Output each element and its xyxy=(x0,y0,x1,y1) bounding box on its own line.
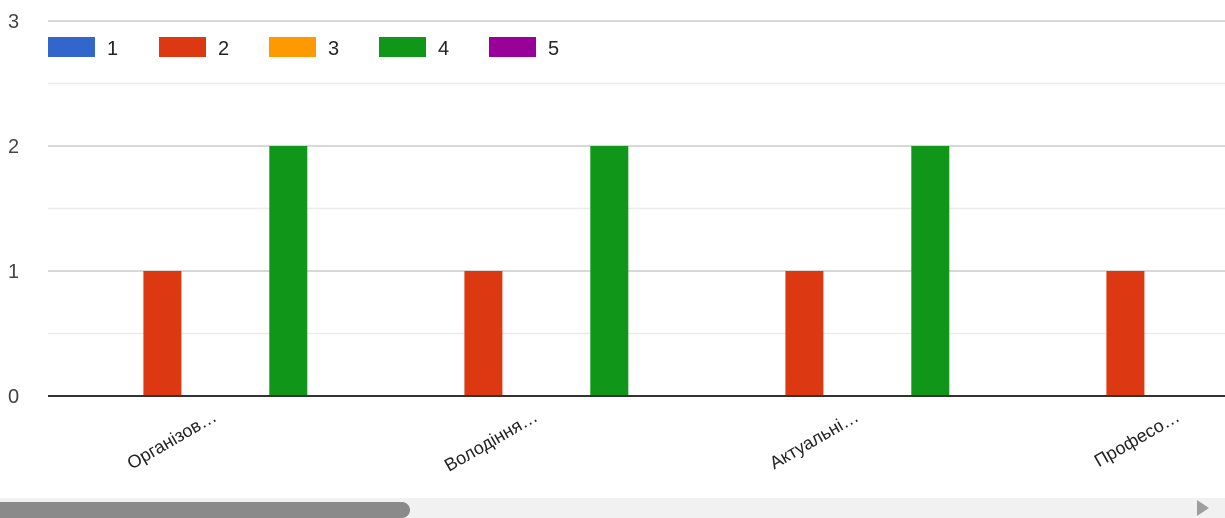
bar-series-2-4[interactable] xyxy=(1106,271,1145,396)
scroll-right-arrow-icon[interactable] xyxy=(1197,500,1209,516)
gridlines xyxy=(48,20,1225,335)
legend-swatch-5 xyxy=(489,37,536,57)
legend-label-4: 4 xyxy=(438,38,449,60)
bar-series-2-1[interactable] xyxy=(143,271,182,396)
bar-series-2-3[interactable] xyxy=(785,271,824,396)
bar-series-4-2[interactable] xyxy=(590,146,629,396)
legend-swatch-4 xyxy=(379,37,426,57)
legend-label-2: 2 xyxy=(218,38,229,60)
y-tick-label: 1 xyxy=(8,261,19,283)
legend-label-5: 5 xyxy=(548,38,559,60)
y-tick-label: 2 xyxy=(8,136,19,158)
category-label: Актуальні… xyxy=(766,406,862,473)
bar-series-4-3[interactable] xyxy=(911,146,950,396)
legend-label-3: 3 xyxy=(328,38,339,60)
legend-swatch-1 xyxy=(48,37,95,57)
y-axis-ticks: 0 1 2 3 xyxy=(8,11,19,408)
category-label: Організов… xyxy=(124,406,220,473)
legend-swatch-3 xyxy=(269,37,316,57)
bars xyxy=(143,146,1145,396)
category-label: Професо… xyxy=(1091,406,1183,471)
category-labels: Організов… Володіння… Актуальні… Професо… xyxy=(124,406,1183,475)
legend: 1 2 3 4 5 xyxy=(48,37,559,60)
bar-series-2-2[interactable] xyxy=(464,271,503,396)
horizontal-scrollbar-thumb[interactable] xyxy=(0,502,410,518)
y-tick-label: 3 xyxy=(8,11,19,33)
legend-swatch-2 xyxy=(159,37,206,57)
bar-series-4-1[interactable] xyxy=(269,146,308,396)
category-label: Володіння… xyxy=(441,406,541,475)
legend-label-1: 1 xyxy=(107,38,118,60)
y-tick-label: 0 xyxy=(8,386,19,408)
